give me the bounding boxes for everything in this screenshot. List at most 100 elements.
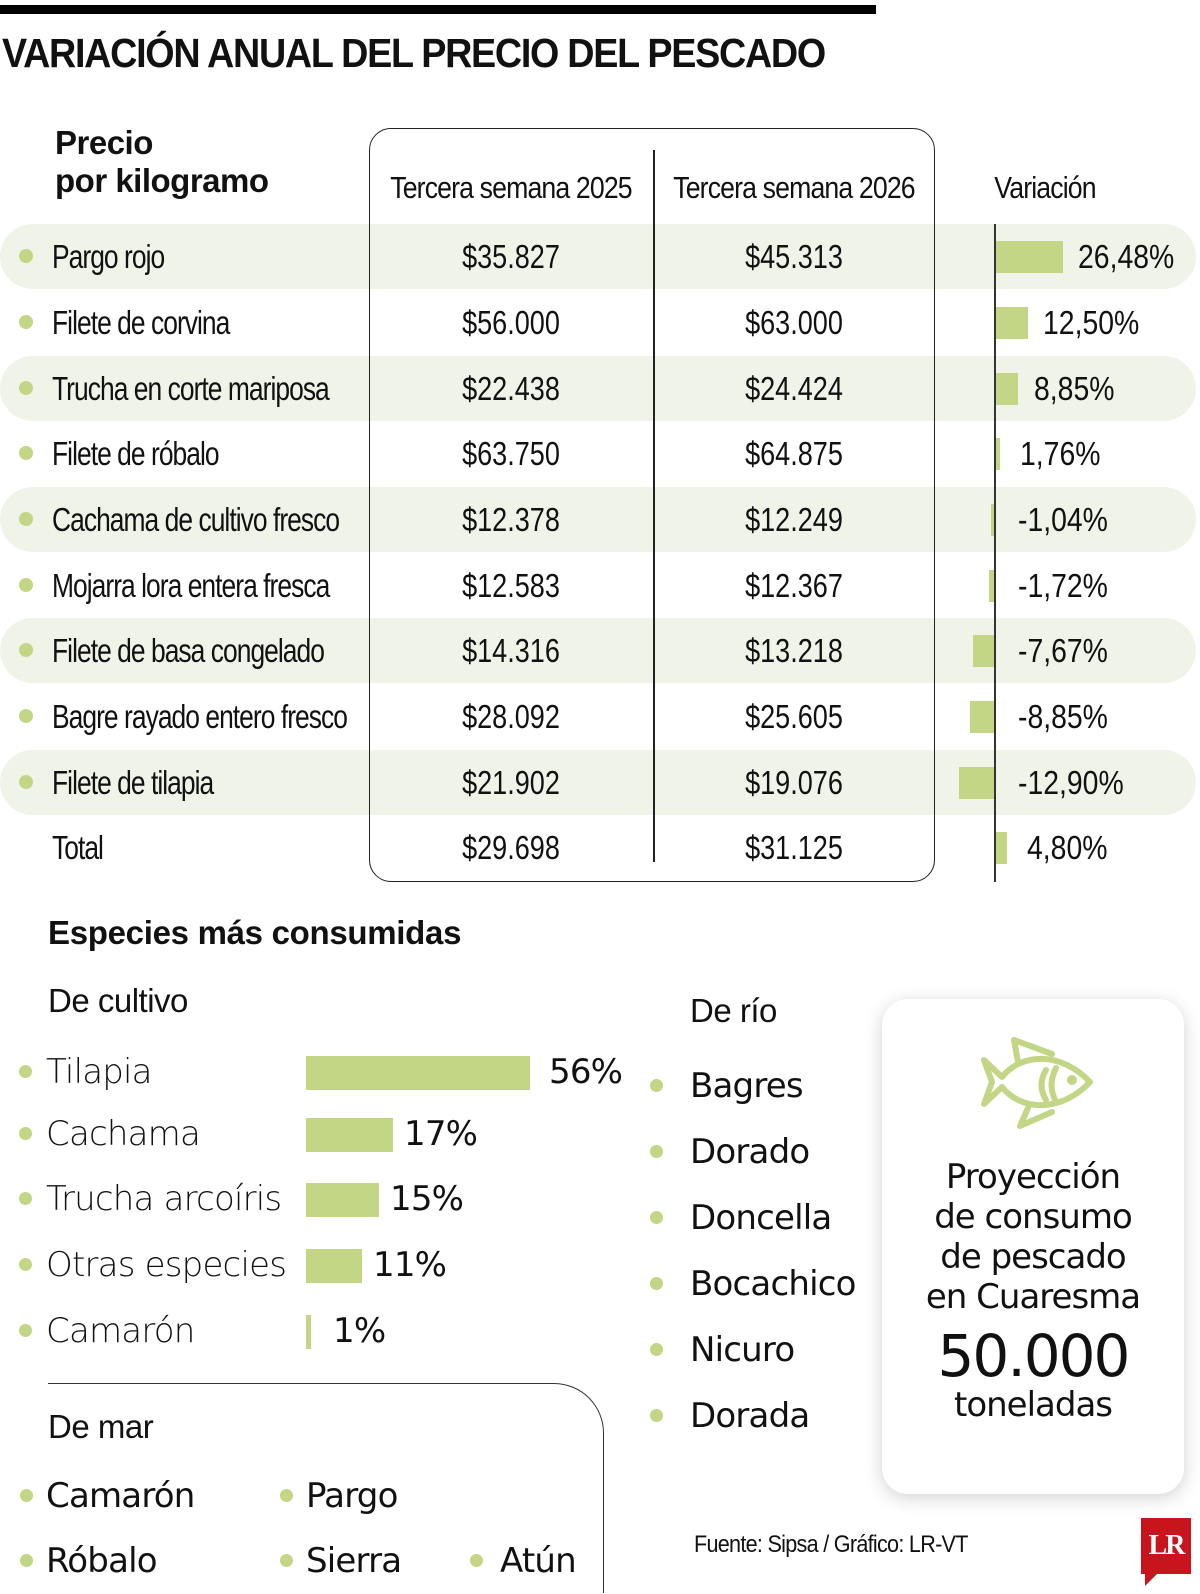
- bullet-icon: [280, 1489, 293, 1502]
- bullet-icon: [650, 1211, 663, 1224]
- mar-frame: [48, 1383, 604, 1593]
- price-2026: $12.249: [745, 501, 843, 538]
- projection-value: 50.000: [937, 1322, 1131, 1390]
- fish-icon: [981, 1037, 1093, 1129]
- price-2026: $19.076: [745, 764, 843, 801]
- table-row-total: Total $29.698 $31.125 4,80%: [0, 815, 1196, 880]
- page-title: VARIACIÓN ANUAL DEL PRECIO DEL PESCADO: [2, 30, 826, 76]
- mar-heading: De mar: [48, 1408, 154, 1445]
- share-bar: [306, 1183, 379, 1217]
- projection-text-line: de pescado: [940, 1237, 1126, 1277]
- species-name: Bagres: [690, 1066, 804, 1106]
- bullet-icon: [19, 315, 33, 329]
- price-2025: $14.316: [462, 632, 560, 669]
- price-2026: $13.218: [745, 632, 843, 669]
- price-columns-frame: [369, 128, 935, 882]
- row-label: Mojarra lora entera fresca: [52, 567, 330, 604]
- table-row: Filete de corvina $56.000 $63.000 12,50%: [0, 290, 1196, 355]
- table-row: Pargo rojo $35.827 $45.313 26,48%: [0, 224, 1196, 289]
- price-2026: $31.125: [745, 829, 843, 866]
- lr-logo: LR: [1141, 1518, 1191, 1574]
- price-2026: $64.875: [745, 435, 843, 472]
- price-2026: $12.367: [745, 567, 843, 604]
- bullet-icon: [650, 1343, 663, 1356]
- share-value: 11%: [373, 1245, 447, 1285]
- row-label: Trucha en corte mariposa: [52, 370, 330, 407]
- bullet-icon: [19, 512, 33, 526]
- share-bar: [306, 1249, 362, 1283]
- price-2026: $45.313: [745, 238, 843, 275]
- table-row: Cachama de cultivo fresco $12.378 $12.24…: [0, 487, 1196, 552]
- variation-value: 4,80%: [1027, 829, 1108, 866]
- price-2026: $63.000: [745, 304, 843, 341]
- row-header-line1: Precio: [55, 124, 153, 161]
- variation-bar: [995, 832, 1007, 864]
- variation-value: 26,48%: [1078, 238, 1175, 275]
- bullet-icon: [19, 1324, 32, 1337]
- species-name: Róbalo: [46, 1541, 158, 1581]
- variation-value: -12,90%: [1018, 764, 1124, 801]
- variation-value: -1,72%: [1018, 567, 1108, 604]
- price-2026: $24.424: [745, 370, 843, 407]
- share-value: 56%: [549, 1052, 623, 1092]
- variation-value: 1,76%: [1020, 435, 1101, 472]
- top-rule: [0, 5, 876, 14]
- column-header-variation: Variación: [994, 170, 1096, 205]
- bullet-icon: [19, 1192, 32, 1205]
- variation-bar: [973, 635, 994, 667]
- table-row: Mojarra lora entera fresca $12.583 $12.3…: [0, 553, 1196, 618]
- variation-bar: [995, 241, 1063, 273]
- species-name: Nicuro: [690, 1330, 795, 1370]
- variation-value: 12,50%: [1043, 304, 1140, 341]
- table-row: Trucha en corte mariposa $22.438 $24.424…: [0, 356, 1196, 421]
- bullet-icon: [19, 446, 33, 460]
- variation-value: -1,04%: [1018, 501, 1108, 538]
- price-2025: $29.698: [462, 829, 560, 866]
- bullet-icon: [19, 1258, 32, 1271]
- bullet-icon: [650, 1079, 663, 1092]
- table-row: Filete de basa congelado $14.316 $13.218…: [0, 618, 1196, 683]
- bullet-icon: [19, 578, 33, 592]
- row-label: Total: [52, 829, 104, 866]
- species-name: Camarón: [46, 1476, 195, 1516]
- table-row: Filete de tilapia $21.902 $19.076 -12,90…: [0, 750, 1196, 815]
- price-2025: $35.827: [462, 238, 560, 275]
- price-2026: $25.605: [745, 698, 843, 735]
- bullet-icon: [20, 1489, 33, 1502]
- species-name: Bocachico: [690, 1264, 856, 1304]
- row-label: Filete de róbalo: [52, 435, 220, 472]
- variation-bar: [995, 373, 1018, 405]
- species-name: Camarón: [46, 1311, 195, 1351]
- bullet-icon: [19, 1065, 32, 1078]
- variation-value: -7,67%: [1018, 632, 1108, 669]
- share-bar: [306, 1056, 530, 1090]
- row-header: Precio por kilogramo: [55, 124, 269, 200]
- bullet-icon: [19, 709, 33, 723]
- bullet-icon: [19, 643, 33, 657]
- species-heading: Especies más consumidas: [48, 914, 462, 951]
- price-2025: $63.750: [462, 435, 560, 472]
- bullet-icon: [650, 1145, 663, 1158]
- variation-bar: [995, 438, 1000, 470]
- projection-text: Proyección de consumo de pescado en Cuar…: [882, 1157, 1184, 1317]
- source-note: Fuente: Sipsa / Gráfico: LR-VT: [694, 1531, 968, 1558]
- variation-bar: [989, 570, 995, 602]
- species-name: Otras especies: [46, 1245, 287, 1285]
- share-bar: [306, 1315, 311, 1349]
- bullet-icon: [19, 1127, 32, 1140]
- cultivo-heading: De cultivo: [48, 982, 188, 1019]
- row-label: Filete de tilapia: [52, 764, 214, 801]
- row-label: Bagre rayado entero fresco: [52, 698, 348, 735]
- share-value: 17%: [404, 1114, 478, 1154]
- projection-text-line: en Cuaresma: [925, 1277, 1141, 1317]
- share-value: 1%: [333, 1311, 386, 1351]
- row-label: Filete de corvina: [52, 304, 230, 341]
- species-name: Trucha arcoíris: [46, 1179, 282, 1219]
- variation-bar: [991, 504, 995, 536]
- share-value: 15%: [390, 1179, 464, 1219]
- projection-unit: toneladas: [953, 1385, 1113, 1425]
- bullet-icon: [20, 1554, 33, 1567]
- rio-heading: De río: [690, 992, 777, 1029]
- column-header-2026: Tercera semana 2026: [673, 170, 915, 205]
- table-row: Bagre rayado entero fresco $28.092 $25.6…: [0, 684, 1196, 749]
